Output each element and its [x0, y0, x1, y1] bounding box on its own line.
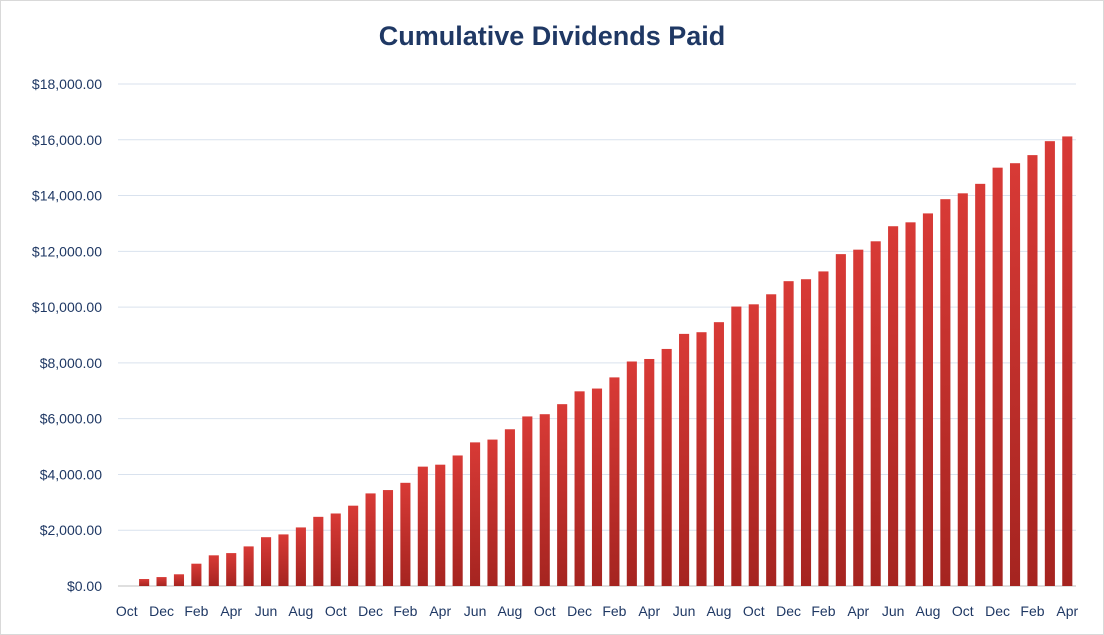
bar	[539, 414, 550, 586]
y-tick-label: $14,000.00	[32, 188, 102, 204]
bar	[295, 527, 306, 586]
bar	[330, 513, 341, 586]
x-tick-label: Dec	[149, 603, 174, 619]
bar	[173, 574, 185, 586]
bar	[261, 537, 272, 586]
x-tick-label: Jun	[255, 603, 278, 619]
bar	[557, 404, 568, 586]
bars	[139, 136, 1073, 587]
x-tick-label: Oct	[325, 603, 347, 619]
x-tick-label: Dec	[358, 603, 383, 619]
y-tick-label: $12,000.00	[32, 243, 102, 259]
x-tick-label: Apr	[638, 603, 660, 619]
x-axis-tick-labels: Oct Dec Feb Apr Jun Aug Oct Dec Feb Apr Jun Aug Oct D…	[116, 603, 1079, 619]
y-tick-label: $0.00	[67, 578, 102, 594]
x-tick-label: Oct	[952, 603, 974, 619]
bar	[835, 254, 846, 586]
y-tick-label: $16,000.00	[32, 132, 102, 148]
y-tick-label: $2,000.00	[40, 522, 102, 538]
x-tick-label: Aug	[497, 603, 522, 619]
chart-title: Cumulative Dividends Paid	[378, 21, 726, 51]
x-tick-label: Apr	[847, 603, 869, 619]
bar	[417, 466, 428, 586]
x-tick-label: Oct	[116, 603, 138, 619]
bar	[992, 167, 1003, 586]
x-tick-label: Feb	[811, 603, 835, 619]
bar	[278, 534, 289, 586]
bar	[870, 241, 881, 586]
x-tick-label: Oct	[534, 603, 556, 619]
bar	[626, 361, 637, 586]
y-axis-tick-labels: $0.00 $2,000.00 $4,000.00 $6,000.00 $8,000.0…	[32, 76, 102, 594]
x-tick-label: Jun	[464, 603, 487, 619]
bar	[1062, 136, 1073, 587]
bar	[208, 555, 219, 586]
bar	[504, 429, 515, 586]
y-tick-label: $18,000.00	[32, 76, 102, 92]
bar	[975, 183, 986, 586]
bar	[783, 281, 794, 586]
bar	[957, 193, 968, 586]
x-tick-label: Jun	[673, 603, 696, 619]
bar	[348, 505, 359, 586]
bar	[435, 464, 446, 586]
x-tick-label: Aug	[706, 603, 731, 619]
x-tick-label: Oct	[743, 603, 765, 619]
bar	[696, 332, 707, 586]
bar	[679, 333, 690, 586]
x-tick-label: Jun	[882, 603, 905, 619]
bar	[853, 249, 864, 586]
bar	[609, 377, 620, 586]
bar	[1009, 163, 1021, 586]
x-tick-label: Dec	[776, 603, 801, 619]
bar	[452, 455, 463, 586]
bar	[1027, 155, 1038, 586]
bar	[644, 358, 655, 586]
bar	[487, 439, 498, 586]
x-tick-label: Apr	[429, 603, 451, 619]
bar	[905, 222, 916, 586]
x-tick-label: Feb	[184, 603, 208, 619]
y-tick-label: $6,000.00	[40, 411, 102, 427]
bar	[400, 482, 411, 586]
bar	[574, 391, 585, 586]
bar	[470, 442, 481, 586]
bar	[922, 213, 933, 586]
bar	[243, 546, 254, 586]
bar	[591, 388, 603, 586]
bar	[139, 579, 150, 586]
x-tick-label: Dec	[985, 603, 1010, 619]
x-tick-label: Feb	[393, 603, 417, 619]
bar	[1044, 141, 1055, 586]
y-tick-label: $4,000.00	[40, 466, 102, 482]
x-tick-label: Aug	[915, 603, 940, 619]
bar	[313, 516, 324, 586]
x-tick-label: Feb	[602, 603, 626, 619]
bar	[522, 416, 533, 586]
bar	[191, 563, 202, 586]
y-tick-label: $10,000.00	[32, 299, 102, 315]
bar	[226, 553, 237, 586]
x-tick-label: Feb	[1020, 603, 1044, 619]
bar	[766, 294, 777, 586]
x-tick-label: Dec	[567, 603, 592, 619]
bar	[818, 271, 829, 586]
bar	[800, 279, 812, 586]
bar	[713, 322, 724, 586]
x-tick-label: Apr	[220, 603, 242, 619]
bar	[731, 306, 742, 586]
bar	[661, 348, 672, 586]
y-tick-label: $8,000.00	[40, 355, 102, 371]
bar	[940, 199, 951, 587]
bar	[382, 490, 394, 586]
bar	[156, 577, 167, 586]
x-tick-label: Aug	[288, 603, 313, 619]
bar	[365, 493, 376, 586]
bar	[888, 226, 899, 586]
x-tick-label: Apr	[1056, 603, 1078, 619]
bar	[748, 304, 759, 586]
